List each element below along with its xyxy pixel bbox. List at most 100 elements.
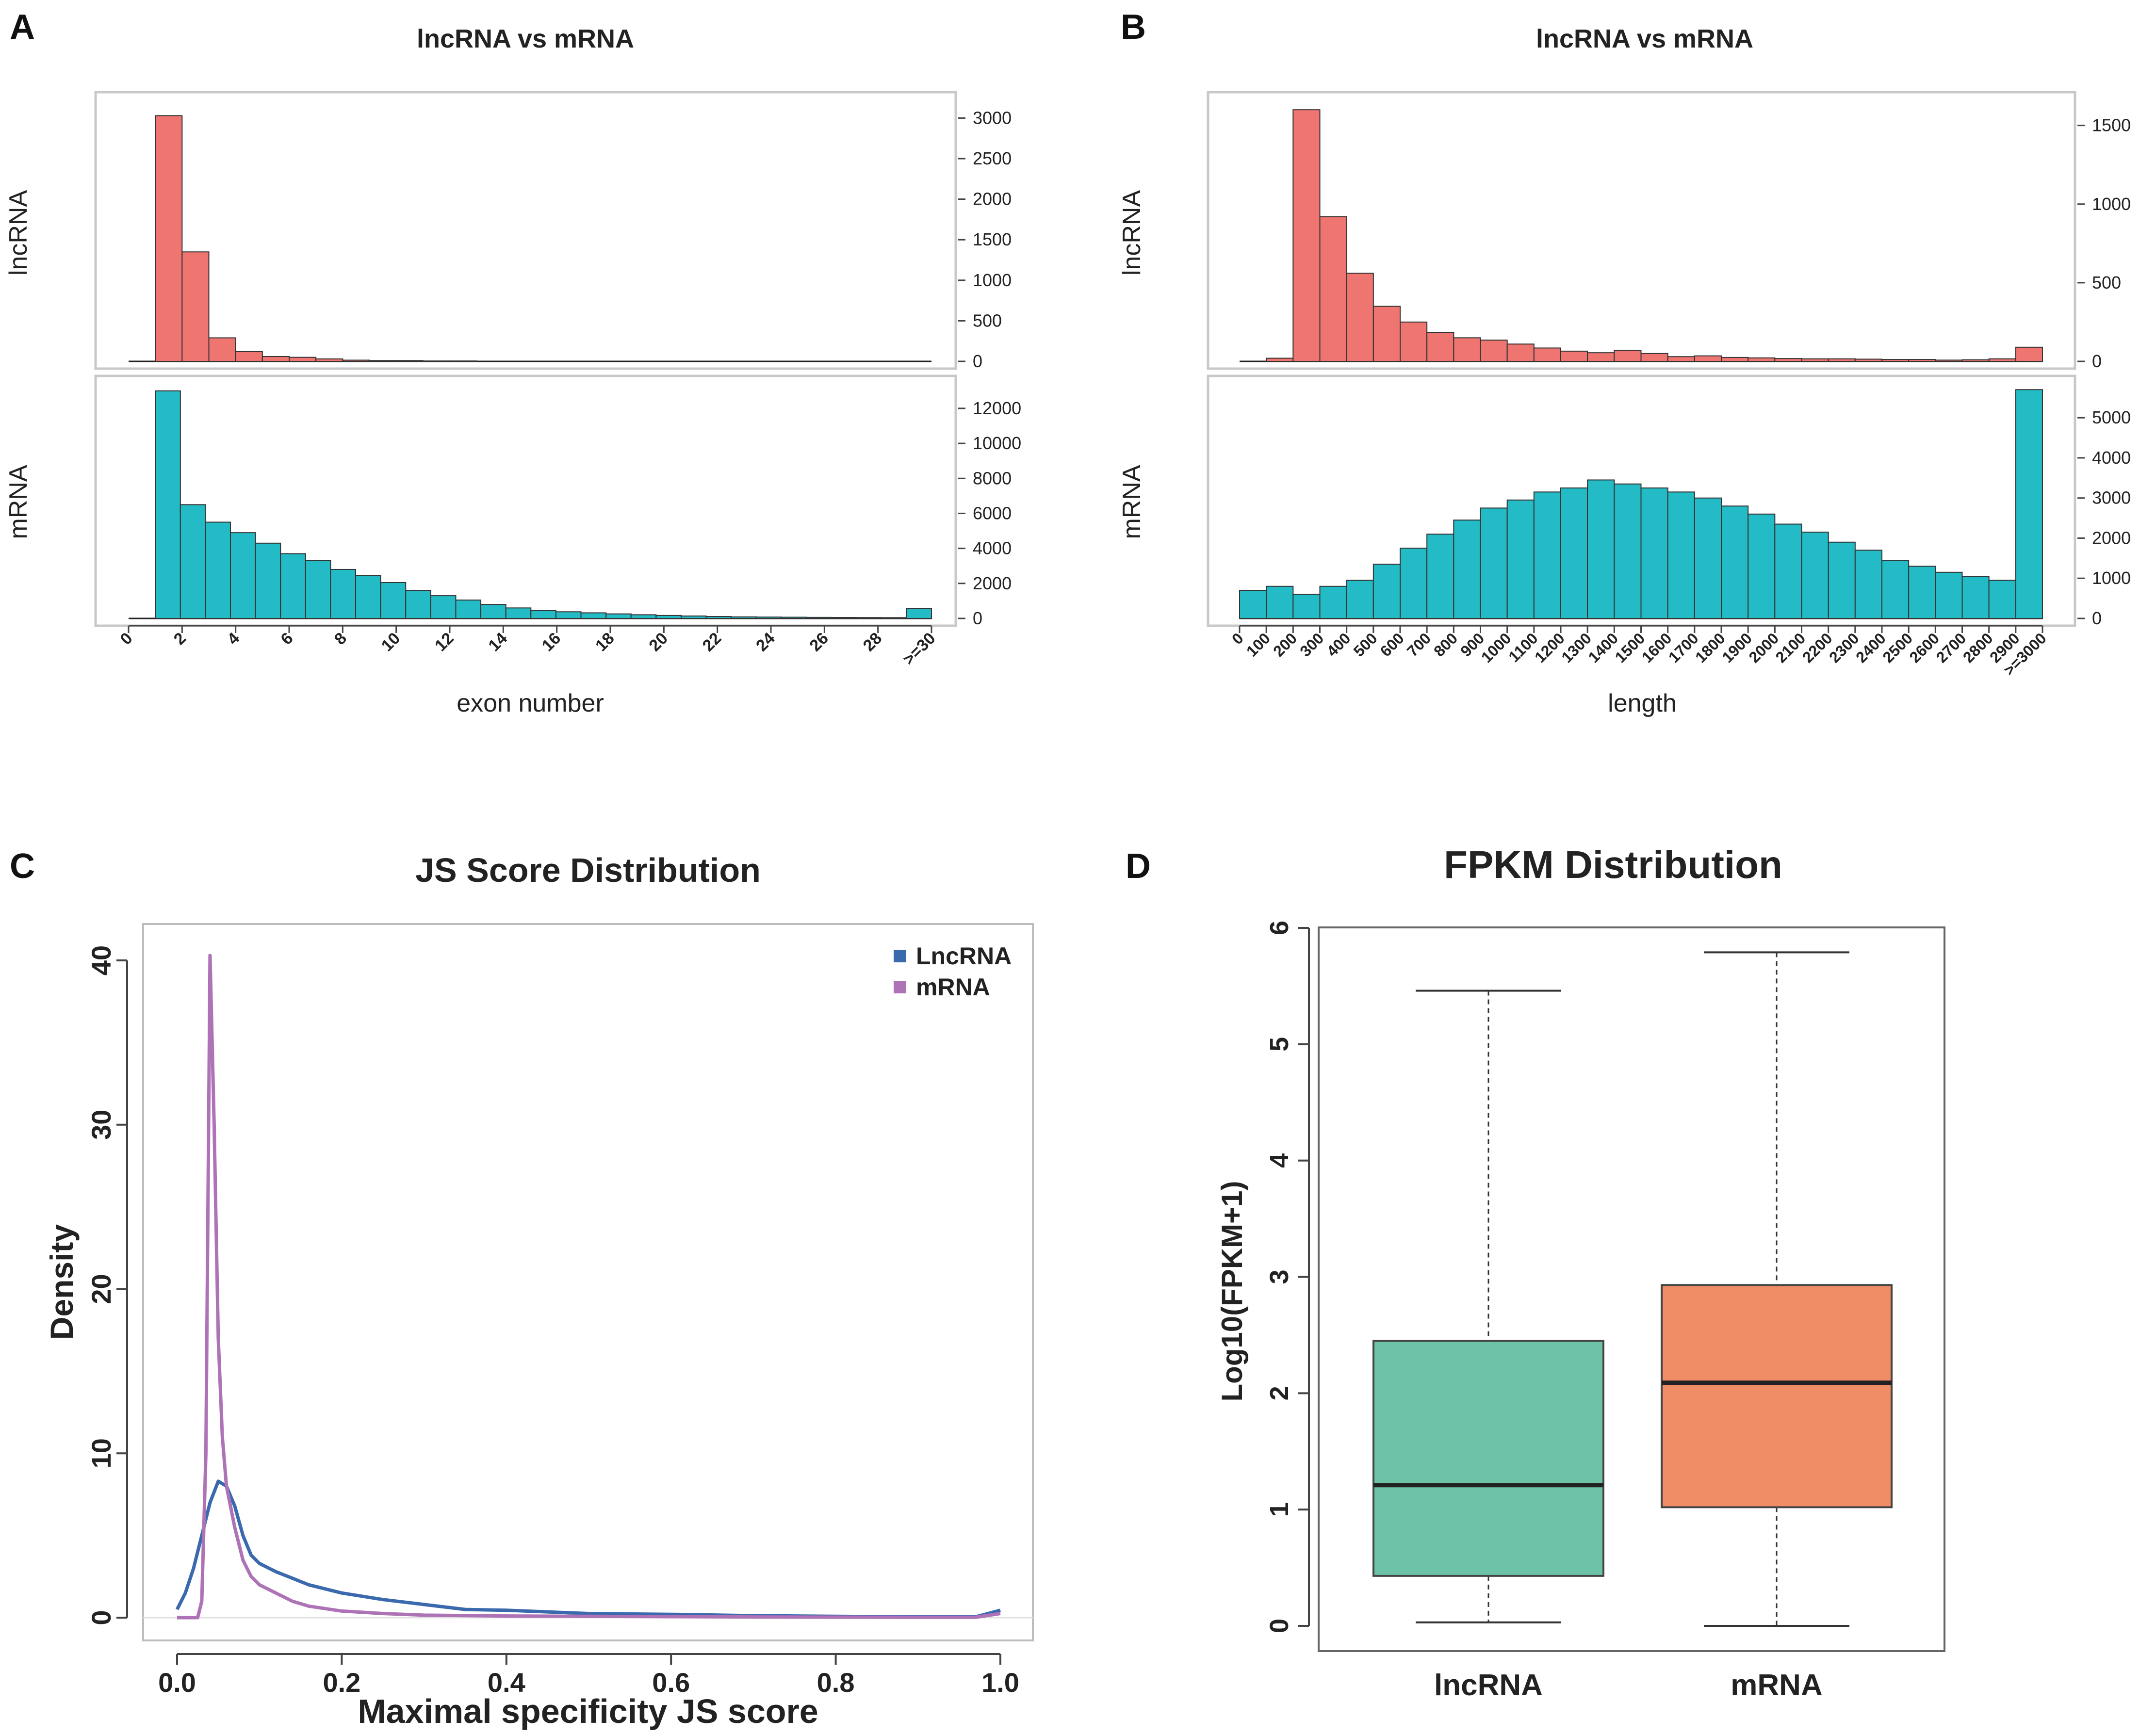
y-tick-label: 0 [86, 1610, 116, 1625]
y-tick-label: 10 [86, 1438, 116, 1468]
panel-a-x-tick-label: 12 [431, 629, 457, 655]
histogram-bar [1426, 332, 1454, 362]
histogram-bar [330, 568, 357, 619]
panel-c-axes: 0.0 0.2 0.4 0.6 0.8 1.0 0 10 20 30 40 [86, 945, 1033, 1698]
histogram-bar [805, 617, 832, 619]
histogram-bar [280, 553, 306, 619]
panel-b-x-tick-label: 700 [1404, 629, 1434, 660]
histogram-bar [705, 616, 732, 619]
panel-b-x-tick-label: 100 [1243, 629, 1274, 660]
y-tick-label: 1000 [973, 270, 1012, 290]
y-tick-label: 3 [1265, 1269, 1294, 1284]
y-tick-label: 2000 [2092, 528, 2131, 548]
histogram-bar [1372, 564, 1401, 619]
histogram-bar [781, 617, 807, 619]
panel-b-x-tick-label: 1700 [1665, 629, 1702, 666]
histogram-bar [355, 575, 381, 619]
histogram-bar [2015, 346, 2043, 362]
panel-label-d: D [1126, 847, 1151, 886]
histogram-bar [342, 359, 370, 362]
histogram-bar [1988, 580, 2016, 619]
panel-b-x-tick-label: 2200 [1799, 629, 1836, 666]
panel-b-x-tick-label: 2500 [1879, 629, 1916, 666]
x-tick-label: 0.2 [323, 1667, 360, 1698]
panel-d-ylabel: Log10(FPKM+1) [1216, 1181, 1248, 1401]
histogram-bar [480, 604, 506, 619]
panel-a-x-tick-label: 16 [539, 629, 565, 655]
histogram-bar [1988, 358, 2016, 362]
histogram-bar [261, 356, 290, 362]
panel-b-lncrna-histogram: 0 500 1000 1500 [1240, 109, 2131, 371]
histogram-bar [369, 360, 397, 362]
histogram-bar [1614, 350, 1642, 362]
histogram-bar [906, 608, 932, 619]
histogram-bar [1587, 479, 1615, 619]
panel-a-x-tick-label: 24 [752, 629, 779, 655]
histogram-bar [1506, 343, 1535, 362]
histogram-bar [1721, 357, 1749, 362]
histogram-bar [1774, 358, 1802, 362]
panel-a-top-frame [94, 91, 957, 370]
panel-b-title: lncRNA vs mRNA [1536, 24, 1753, 53]
category-label: mRNA [1731, 1669, 1822, 1702]
panel-b-xlabel: length [1608, 689, 1677, 717]
y-tick-label: 1 [1265, 1502, 1294, 1517]
legend-label-lncrna: LncRNA [916, 942, 1012, 970]
panel-a-x-tick-label: 4 [224, 629, 243, 649]
y-tick-label: 1000 [2092, 194, 2131, 214]
y-tick-label: 500 [2092, 273, 2121, 292]
histogram-bar [395, 360, 424, 362]
panel-d: FPKM Distribution Log10(FPKM+1) 0123456 … [1216, 843, 1945, 1702]
histogram-bar [1748, 357, 1776, 362]
y-tick-label: 5000 [2092, 407, 2131, 427]
histogram-bar [1640, 353, 1668, 362]
histogram-bar [1560, 350, 1588, 362]
y-tick-label: 0 [2092, 351, 2102, 371]
histogram-bar [235, 351, 263, 362]
panel-b: lncRNA vs mRNA lncRNA mRNA 050010001500 … [1118, 24, 2131, 717]
panel-d-frame [1318, 926, 1945, 1652]
category-label: lncRNA [1434, 1669, 1543, 1702]
panel-a-x-tick-label: 20 [645, 629, 671, 655]
y-tick-label: 500 [973, 310, 1002, 330]
panel-b-x-tick-label: 600 [1377, 629, 1407, 660]
box-mrna [1661, 1284, 1893, 1509]
histogram-bar [289, 357, 317, 362]
histogram-bar [881, 617, 907, 619]
histogram-bar [1533, 347, 1561, 362]
histogram-bar [1854, 550, 1882, 619]
panel-a-x-tick-label: 22 [699, 629, 725, 655]
panel-label-c: C [10, 847, 35, 886]
panel-b-x-tick-label: 2700 [1933, 629, 1970, 666]
histogram-bar [1828, 358, 1856, 362]
panel-b-x-tick-label: 1800 [1692, 629, 1729, 666]
y-tick-label: 2000 [973, 573, 1012, 593]
panel-b-mrna-histogram: 0 1000 2000 3000 4000 5000 [1239, 389, 2131, 628]
panel-b-x-tick-label: 0 [1228, 629, 1247, 648]
histogram-bar [1828, 541, 1856, 619]
x-tick-label: 0.4 [488, 1667, 525, 1698]
histogram-bar [208, 337, 236, 362]
panel-b-x-tick-label: 1400 [1585, 629, 1621, 666]
histogram-bar [1266, 357, 1294, 362]
panel-a-x-tick-label: 2 [170, 629, 190, 649]
panel-b-x-tick-label: 300 [1296, 629, 1327, 660]
histogram-bar [555, 611, 582, 619]
x-tick-label: 1.0 [981, 1667, 1019, 1698]
panel-b-x-tick-label: 1000 [1478, 629, 1515, 666]
panel-a-x-tick-label: 28 [860, 629, 886, 655]
histogram-bar [1400, 548, 1428, 619]
x-tick-label: 0.0 [158, 1667, 196, 1698]
panel-b-x-tick-label: 2100 [1772, 629, 1809, 666]
mrna-density-line [177, 954, 1001, 1620]
panel-a-x-tick-label: 18 [592, 629, 618, 655]
x-tick-label: 0.6 [652, 1667, 690, 1698]
y-tick-label: 6 [1265, 921, 1294, 935]
lncrna-density-line [175, 1479, 1001, 1619]
histogram-bar [1319, 216, 1347, 362]
histogram-bar [655, 615, 682, 619]
histogram-bar [1667, 491, 1695, 619]
histogram-bar [605, 613, 632, 619]
y-tick-label: 4000 [973, 538, 1012, 558]
